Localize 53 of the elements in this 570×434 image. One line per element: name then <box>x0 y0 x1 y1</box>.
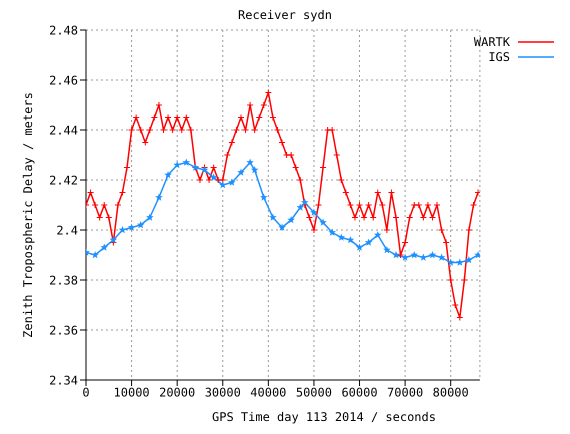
y-tick-label: 2.38 <box>49 273 78 288</box>
point <box>296 204 304 211</box>
point <box>410 251 418 258</box>
point <box>146 214 154 221</box>
x-tick-label: 0 <box>82 386 90 400</box>
x-tick-label: 60000 <box>341 386 378 400</box>
chart-title: Receiver sydn <box>237 8 333 22</box>
point <box>269 214 277 221</box>
y-tick-label: 2.44 <box>49 123 78 138</box>
point <box>164 171 172 178</box>
y-tick-label: 2.42 <box>49 173 78 188</box>
x-tick-label: 50000 <box>296 386 332 400</box>
point <box>446 258 455 266</box>
point <box>465 256 473 264</box>
point <box>155 194 163 201</box>
point <box>364 238 372 246</box>
legend-label: WARTK <box>474 34 510 48</box>
y-tick-label: 2.46 <box>49 73 78 88</box>
point <box>310 208 318 216</box>
point <box>110 236 118 244</box>
point <box>246 158 254 166</box>
point <box>228 178 236 186</box>
point <box>237 168 245 176</box>
x-axis-title: GPS Time day 113 2014 / seconds <box>211 410 437 424</box>
point <box>250 166 258 174</box>
y-tick-label: 2.36 <box>49 323 78 338</box>
point <box>356 244 364 251</box>
y-axis-title: Zenith Tropospheric Delay / meters <box>21 91 35 340</box>
point <box>278 224 286 231</box>
point <box>100 244 108 251</box>
point <box>210 174 218 181</box>
point <box>428 251 436 258</box>
x-tick-label: 70000 <box>387 386 424 400</box>
point <box>182 158 190 166</box>
point <box>301 198 309 206</box>
point <box>260 194 268 201</box>
y-tick-label: 2.48 <box>49 23 78 38</box>
point <box>328 228 336 236</box>
y-tick-label: 2.34 <box>49 373 78 388</box>
point <box>287 216 295 224</box>
x-tick-label: 10000 <box>114 386 150 400</box>
point <box>374 231 382 238</box>
x-tick-label: 30000 <box>204 386 241 400</box>
point <box>319 218 327 226</box>
point <box>392 251 400 258</box>
y-tick-label: 2.4 <box>56 223 78 238</box>
point <box>136 221 145 228</box>
x-tick-label: 80000 <box>432 386 469 400</box>
x-tick-label: 40000 <box>250 386 286 400</box>
point <box>337 234 346 241</box>
point <box>383 246 391 254</box>
legend-label: IGS <box>488 50 510 64</box>
x-tick-label: 20000 <box>159 386 196 400</box>
